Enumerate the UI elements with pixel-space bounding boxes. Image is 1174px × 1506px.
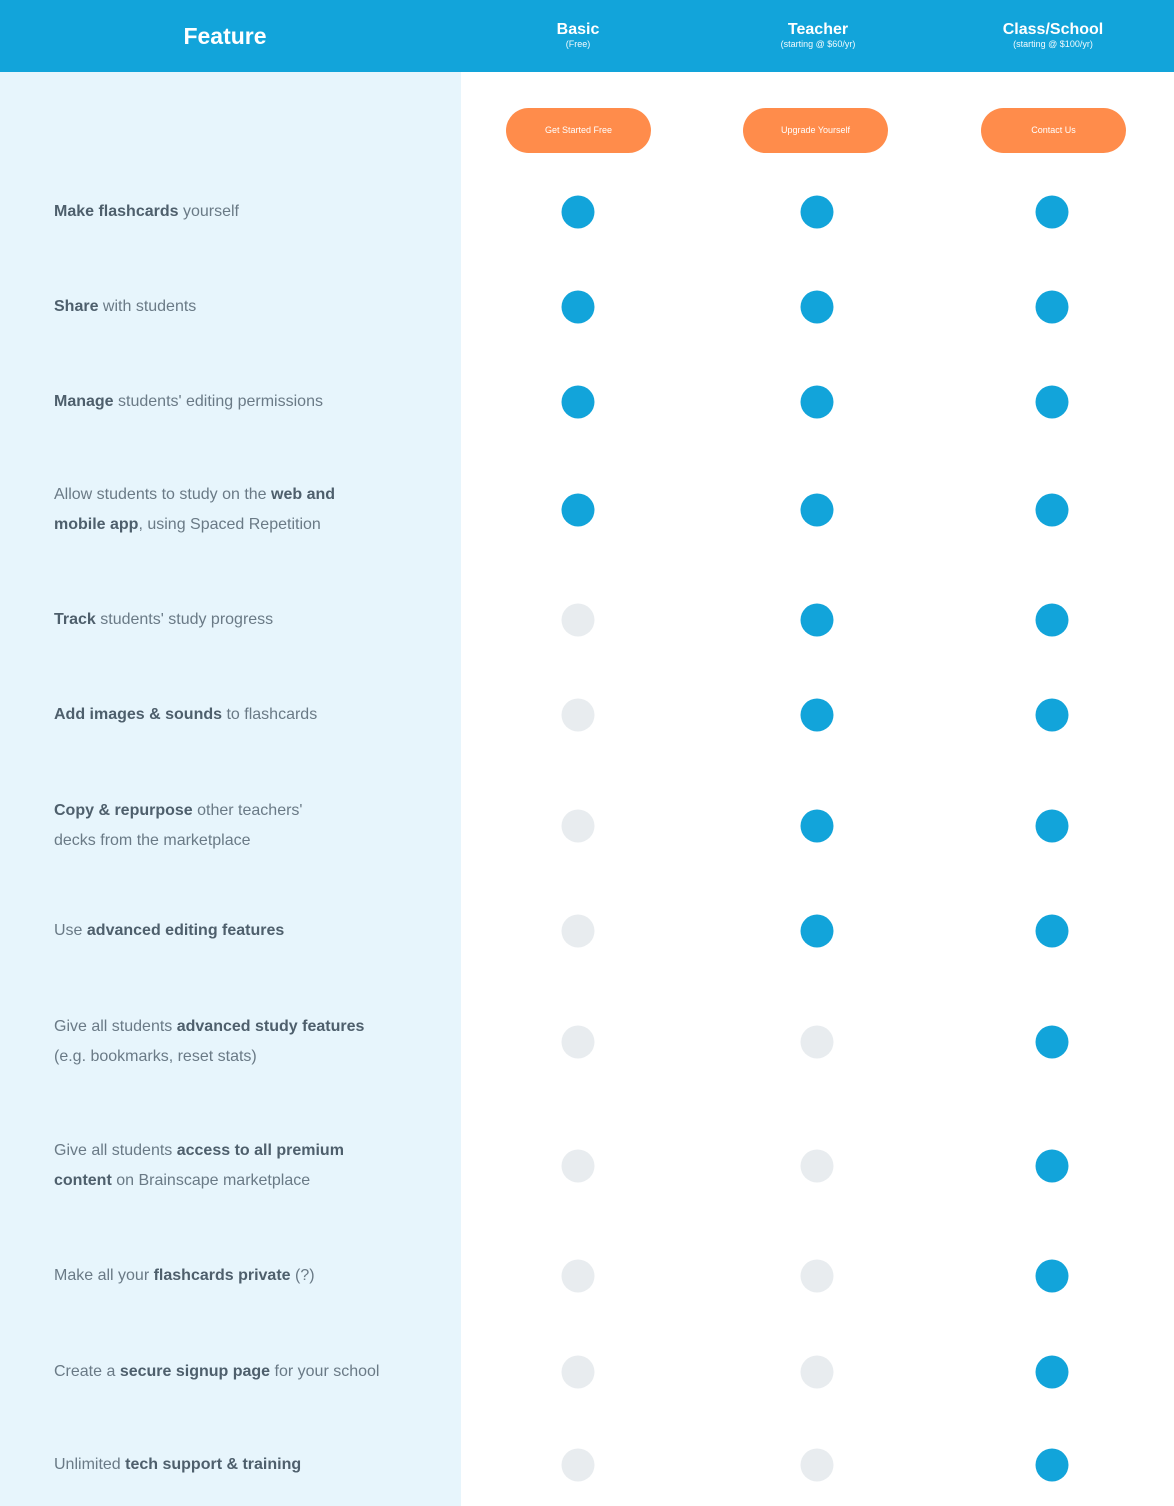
not-included-dot-icon-teacher [800,1355,834,1389]
plan-header-class-school: Class/School (starting @ $100/yr) [943,20,1163,50]
plan-price-teacher: (starting @ $60/yr) [780,39,856,49]
included-dot-icon-teacher [800,493,834,527]
included-dot-icon-teacher [800,195,834,229]
not-included-dot-icon-basic [561,914,595,948]
feature-label: Add images & sounds to flashcards [54,700,434,730]
feature-column-title: Feature [183,22,267,49]
feature-label-text: other teachers' decks from the marketpla… [54,802,303,849]
feature-label: Make all your flashcards private (?) [54,1261,434,1291]
feature-label: Give all students access to all premium … [54,1136,374,1196]
included-dot-icon-class-school [1035,1448,1069,1482]
feature-sidebar [0,72,461,1506]
feature-label-text: for your school [270,1363,380,1380]
plan-name-class-school: Class/School [1002,21,1104,38]
feature-label-text: (e.g. bookmarks, reset stats) [54,1048,257,1065]
included-dot-icon-class-school [1035,493,1069,527]
included-dot-icon-class-school [1035,914,1069,948]
feature-label-emphasis: Track [54,611,96,628]
feature-label-text: yourself [178,203,239,220]
feature-label: Allow students to study on the web and m… [54,480,374,540]
included-dot-icon-class-school [1035,290,1069,324]
not-included-dot-icon-basic [561,809,595,843]
included-dot-icon-teacher [800,385,834,419]
included-dot-icon-class-school [1035,809,1069,843]
table-header: Feature Basic (Free) Teacher (starting @… [0,0,1174,72]
feature-label: Track students' study progress [54,605,434,635]
plan-name-basic: Basic [556,21,600,38]
feature-label-text: with students [98,298,197,315]
feature-label-text: Make all your [54,1267,154,1284]
feature-label-emphasis: advanced study features [176,1018,365,1035]
not-included-dot-icon-teacher [800,1448,834,1482]
feature-label-text: Allow students to study on the [54,486,272,503]
plan-header-teacher: Teacher (starting @ $60/yr) [708,20,928,50]
included-dot-icon-teacher [800,603,834,637]
feature-label-emphasis: tech support & training [125,1456,302,1473]
plan-price-basic: (Free) [565,39,591,49]
not-included-dot-icon-basic [561,603,595,637]
feature-label-text: Use [54,922,87,939]
not-included-dot-icon-basic [561,698,595,732]
included-dot-icon-class-school [1035,1149,1069,1183]
included-dot-icon-basic [561,493,595,527]
feature-label-text: Unlimited [54,1456,126,1473]
included-dot-icon-teacher [800,809,834,843]
not-included-dot-icon-teacher [800,1149,834,1183]
included-dot-icon-class-school [1035,603,1069,637]
included-dot-icon-class-school [1035,1025,1069,1059]
not-included-dot-icon-basic [561,1259,595,1293]
feature-label-emphasis: Add images & sounds [54,706,223,723]
included-dot-icon-teacher [800,290,834,324]
feature-label: Unlimited tech support & training [54,1450,434,1480]
feature-label-text: students' study progress [95,611,274,628]
feature-label-emphasis: secure signup page [119,1363,271,1380]
feature-label-emphasis: advanced editing features [86,922,285,939]
feature-label-emphasis: Share [54,298,99,315]
included-dot-icon-class-school [1035,195,1069,229]
feature-label-text: on Brainscape marketplace [111,1172,311,1189]
feature-label-text: Give all students [54,1018,177,1035]
included-dot-icon-teacher [800,698,834,732]
feature-label-text: to flashcards [222,706,318,723]
included-dot-icon-basic [561,195,595,229]
feature-label-text: , using Spaced Repetition [138,516,321,533]
get-started-free-button[interactable]: Get Started Free [506,108,651,153]
feature-label-emphasis: Copy & repurpose [54,802,193,819]
feature-label-emphasis: Make flashcards [54,203,179,220]
not-included-dot-icon-teacher [800,1025,834,1059]
feature-label: Give all students advanced study feature… [54,1012,394,1072]
feature-label: Manage students' editing permissions [54,387,434,417]
included-dot-icon-basic [561,385,595,419]
feature-label-text: (?) [290,1267,315,1284]
included-dot-icon-class-school [1035,1355,1069,1389]
plan-header-basic: Basic (Free) [468,20,688,50]
feature-label-emphasis: Manage [54,393,114,410]
contact-us-button[interactable]: Contact Us [981,108,1126,153]
feature-label-text: Create a [54,1363,120,1380]
included-dot-icon-teacher [800,914,834,948]
feature-label-text: Give all students [54,1142,177,1159]
included-dot-icon-basic [561,290,595,324]
not-included-dot-icon-teacher [800,1259,834,1293]
not-included-dot-icon-basic [561,1149,595,1183]
included-dot-icon-class-school [1035,385,1069,419]
not-included-dot-icon-basic [561,1025,595,1059]
feature-label-text: students' editing permissions [113,393,323,410]
not-included-dot-icon-basic [561,1448,595,1482]
plan-price-class-school: (starting @ $100/yr) [1013,39,1093,49]
included-dot-icon-class-school [1035,1259,1069,1293]
upgrade-yourself-button[interactable]: Upgrade Yourself [743,108,888,153]
feature-label: Use advanced editing features [54,916,434,946]
feature-label: Create a secure signup page for your sch… [54,1357,434,1387]
feature-label: Make flashcards yourself [54,197,434,227]
feature-label-emphasis: access to all premium content [54,1142,344,1189]
feature-label-emphasis: web and mobile app [54,486,336,533]
feature-label: Share with students [54,292,434,322]
included-dot-icon-class-school [1035,698,1069,732]
plan-name-teacher: Teacher [787,21,849,38]
feature-label: Copy & repurpose other teachers' decks f… [54,796,339,856]
feature-label-emphasis: flashcards private [153,1267,291,1284]
not-included-dot-icon-basic [561,1355,595,1389]
